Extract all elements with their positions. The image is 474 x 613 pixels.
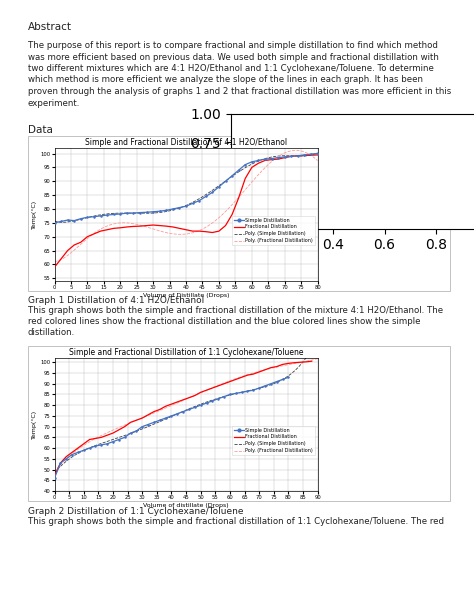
Text: which method is more efficient we analyze the slope of the lines in each graph. : which method is more efficient we analyz… [28, 75, 423, 85]
Title: Simple and Fractional Distillation of 4:1 H2O/Ethanol: Simple and Fractional Distillation of 4:… [85, 138, 287, 147]
Bar [28, 136, 450, 291]
Legend: Simple Distillation, Fractional Distillation, Poly. (Simple Distillation), Poly.: Simple Distillation, Fractional Distilla… [232, 425, 315, 455]
Text: two different mixtures which are 4:1 H2O/Ethanol and 1:1 Cyclohexane/Toluene. To: two different mixtures which are 4:1 H2O… [28, 64, 434, 73]
Text: was more efficient based on previous data. We used both simple and fractional di: was more efficient based on previous dat… [28, 53, 439, 61]
Text: distillation.: distillation. [28, 328, 75, 337]
Legend: Simple Distillation, Fractional Distillation, Poly. (Simple Distillation), Poly.: Simple Distillation, Fractional Distilla… [232, 216, 315, 245]
Title: Simple and Fractional Distillation of 1:1 Cyclohexane/Toluene: Simple and Fractional Distillation of 1:… [69, 348, 303, 357]
X-axis label: Volume of distillate (Drops): Volume of distillate (Drops) [143, 503, 229, 508]
Text: Data: Data [28, 125, 53, 135]
Text: proven through the analysis of graphs 1 and 2 that fractional distillation was m: proven through the analysis of graphs 1 … [28, 87, 451, 96]
Y-axis label: Temp(°C): Temp(°C) [32, 200, 37, 229]
Text: red colored lines show the fractional distillation and the blue colored lines sh: red colored lines show the fractional di… [28, 317, 420, 326]
Text: The purpose of this report is to compare fractional and simple distillation to f: The purpose of this report is to compare… [28, 41, 438, 50]
Bar [28, 346, 450, 501]
Y-axis label: Temp(°C): Temp(°C) [32, 410, 37, 439]
Text: This graph shows both the simple and fractional distillation of the mixture 4:1 : This graph shows both the simple and fra… [28, 306, 443, 315]
Text: experiment.: experiment. [28, 99, 81, 107]
X-axis label: Volume of Distillate (Drops): Volume of Distillate (Drops) [143, 293, 229, 298]
Text: This graph shows both the simple and fractional distillation of 1:1 Cyclohexane/: This graph shows both the simple and fra… [28, 517, 444, 526]
Text: Graph 2 Distillation of 1:1 Cyclohexane/Toluene: Graph 2 Distillation of 1:1 Cyclohexane/… [28, 507, 244, 516]
Text: Graph 1 Distillation of 4:1 H2O/Ethanol: Graph 1 Distillation of 4:1 H2O/Ethanol [28, 296, 204, 305]
Text: Abstract: Abstract [28, 22, 72, 32]
